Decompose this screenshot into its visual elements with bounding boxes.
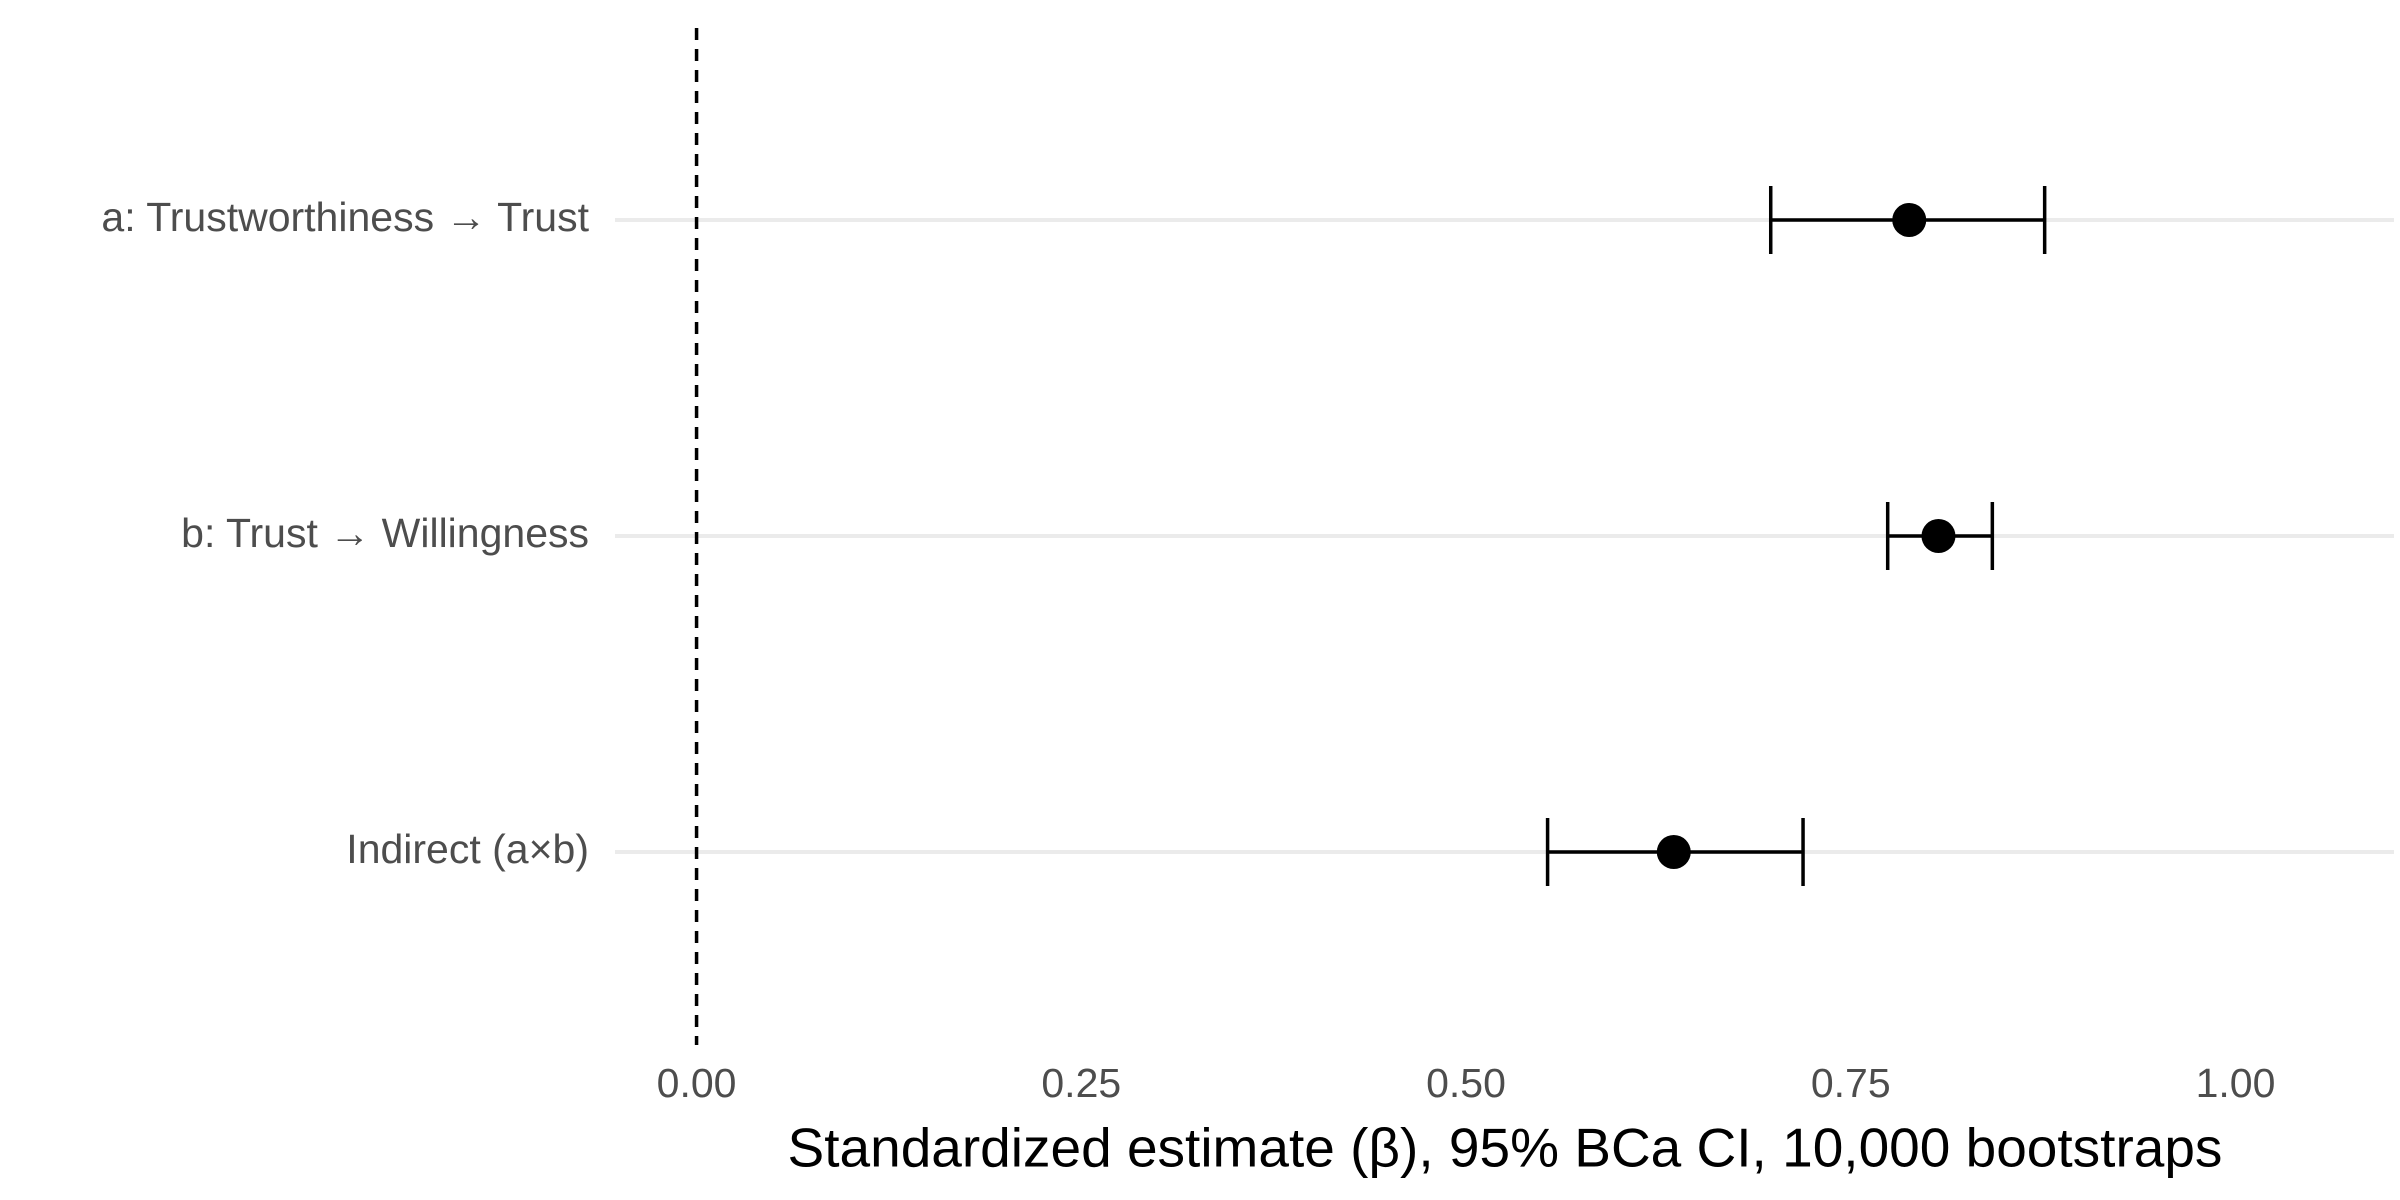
y-tick-label: b: Trust → Willingness <box>181 510 589 556</box>
point <box>1921 519 1956 553</box>
point <box>1656 835 1691 869</box>
x-tick-label: 0.25 <box>1041 1060 1121 1106</box>
x-tick-label: 0.75 <box>1811 1060 1891 1106</box>
y-tick-label: a: Trustworthiness → Trust <box>101 194 589 240</box>
x-axis-title: Standardized estimate (β), 95% BCa CI, 1… <box>788 1117 2223 1179</box>
y-tick-label: Indirect (a×b) <box>346 826 589 872</box>
x-tick-label: 1.00 <box>2196 1060 2276 1106</box>
point <box>1892 203 1927 237</box>
x-tick-label: 0.00 <box>657 1060 737 1106</box>
x-tick-label: 0.50 <box>1426 1060 1506 1106</box>
